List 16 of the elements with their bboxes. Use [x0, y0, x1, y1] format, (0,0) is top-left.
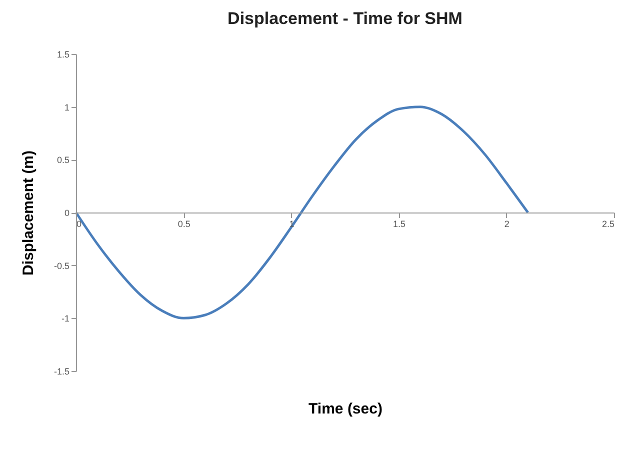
x-tick-label: 0.5: [178, 219, 190, 229]
y-tick-label: -0.5: [54, 260, 70, 271]
y-tick-label: -1: [61, 314, 70, 324]
x-tick-label: 1.5: [393, 219, 406, 229]
line-series: [74, 106, 530, 320]
chart-title: Displacement - Time for SHM: [228, 9, 462, 28]
y-axis-title: Displacement (m): [20, 150, 37, 276]
y-tick-label: 0.5: [56, 155, 70, 166]
x-tick-label: 2: [504, 219, 510, 229]
y-tick-label: -1.5: [54, 366, 70, 376]
x-tick-label: 2.5: [602, 219, 614, 229]
y-tick-label: 0: [64, 208, 70, 218]
x-axis-title: Time (sec): [308, 400, 382, 418]
x-tick-label: 0: [76, 219, 82, 229]
y-tick-label: 1.5: [56, 50, 70, 60]
y-tick-label: 1: [64, 102, 70, 112]
